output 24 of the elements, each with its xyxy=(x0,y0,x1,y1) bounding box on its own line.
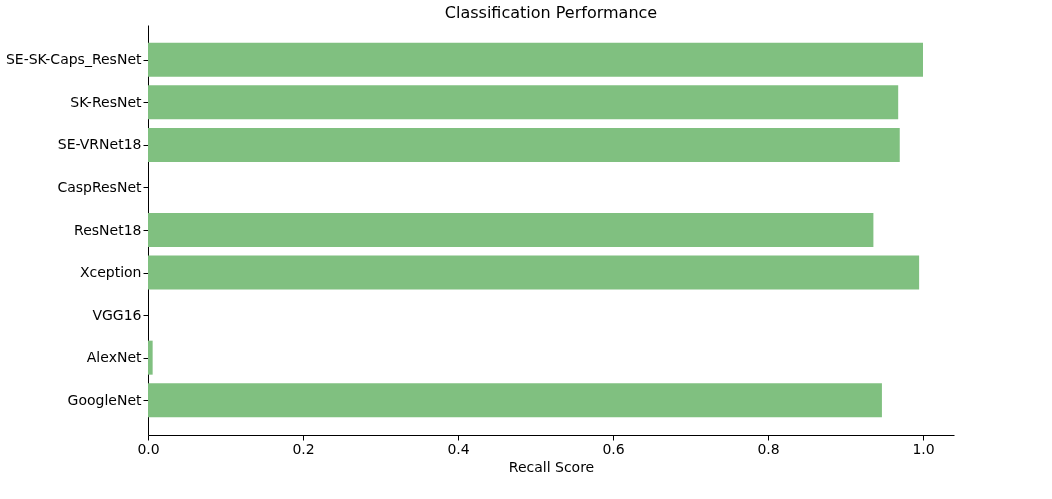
y-tick-label: GoogleNet xyxy=(67,391,142,408)
y-tick-label: CaspResNet xyxy=(57,178,142,195)
x-axis-title: Recall Score xyxy=(508,458,595,475)
y-tick-label: ResNet18 xyxy=(74,221,142,238)
y-tick-label: SE-SK-Caps_ResNet xyxy=(5,51,142,68)
y-tick-label: VGG16 xyxy=(92,306,142,323)
bar xyxy=(148,127,900,162)
bar xyxy=(148,42,923,77)
y-tick-label: SE-VRNet18 xyxy=(57,136,142,153)
bar xyxy=(148,213,874,247)
x-tick-label: 0.8 xyxy=(757,440,780,457)
chart-title: Classification Performance xyxy=(444,3,658,22)
x-tick-label: 1.0 xyxy=(912,440,935,457)
y-tick-label: Xception xyxy=(79,264,142,281)
y-tick-label: AlexNet xyxy=(86,349,142,366)
bar xyxy=(148,255,920,290)
y-tick-label: SK-ResNet xyxy=(70,93,143,110)
x-tick-label: 0.4 xyxy=(447,440,470,457)
bar xyxy=(148,383,882,418)
x-tick-label: 0.0 xyxy=(137,440,160,457)
bar xyxy=(148,85,899,120)
x-tick-label: 0.6 xyxy=(602,440,625,457)
x-tick-label: 0.2 xyxy=(292,440,315,457)
bar xyxy=(148,340,153,375)
